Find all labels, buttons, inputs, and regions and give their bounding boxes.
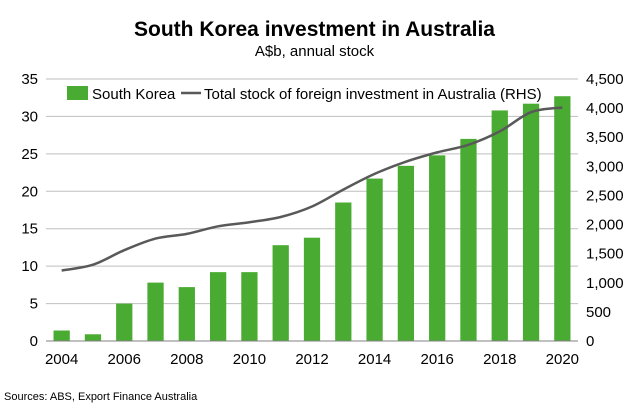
bar: [241, 272, 258, 341]
y-right-tick-label: 3,500: [586, 129, 624, 146]
source-note: Sources: ABS, Export Finance Australia: [4, 391, 198, 403]
bar: [366, 178, 383, 341]
bar: [429, 155, 446, 341]
bar: [209, 272, 227, 341]
x-tick-label: 2014: [358, 351, 391, 368]
bar: [554, 96, 571, 342]
bar: [147, 282, 164, 341]
bar: [460, 138, 477, 341]
x-tick-label: 2004: [45, 351, 78, 368]
x-tick-label: 2006: [108, 351, 141, 368]
bar: [53, 330, 70, 341]
chart-subtitle: A$b, annual stock: [254, 43, 375, 60]
y-left-tick-label: 25: [21, 146, 38, 163]
bar: [491, 110, 508, 341]
x-tick-label: 2016: [420, 351, 453, 368]
y-left-tick-label: 10: [21, 258, 38, 275]
bar: [335, 202, 352, 341]
y-right-tick-label: 1,500: [586, 246, 624, 263]
total-foreign-investment-line: [61, 106, 563, 272]
bar: [303, 237, 321, 341]
legend-bar-swatch: [67, 86, 88, 100]
bar: [272, 245, 289, 341]
y-right-tick-label: 2,000: [586, 217, 624, 234]
y-left-tick-label: 35: [21, 71, 38, 88]
y-right-tick-label: 500: [586, 304, 611, 321]
x-tick-label: 2012: [295, 351, 328, 368]
axes: 0 5 10 15 20 25 30 35 0 500 1,000 1,500 2,000 2,500 3,…: [21, 71, 623, 368]
x-tick-label: 2010: [233, 351, 266, 368]
bar-series: [53, 96, 571, 342]
bar: [84, 334, 102, 341]
chart-title: South Korea investment in Australia: [134, 18, 495, 41]
bar: [397, 165, 415, 341]
y-right-tick-label: 4,000: [586, 100, 624, 117]
x-tick-label: 2018: [483, 351, 516, 368]
y-left-tick-label: 20: [21, 183, 38, 200]
legend-label-south-korea: South Korea: [92, 86, 176, 103]
gridlines: [46, 78, 578, 305]
y-right-tick-label: 0: [586, 333, 594, 350]
y-right-tick-label: 4,500: [586, 71, 624, 88]
y-left-tick-label: 0: [30, 333, 38, 350]
legend: South Korea Total stock of foreign invest…: [67, 86, 542, 103]
x-tick-label: 2008: [170, 351, 203, 368]
y-left-tick-label: 5: [30, 296, 38, 313]
line-series: [61, 106, 563, 272]
legend-label-total-stock: Total stock of foreign investment in Aus…: [204, 86, 542, 103]
y-right-tick-label: 2,500: [586, 187, 624, 204]
y-right-tick-label: 1,000: [586, 275, 624, 292]
y-right-tick-label: 3,000: [586, 158, 624, 175]
bar: [116, 303, 133, 341]
bar: [522, 103, 540, 342]
bar: [178, 287, 195, 341]
y-left-tick-label: 30: [21, 108, 38, 125]
y-left-tick-label: 15: [21, 221, 38, 238]
x-tick-label: 2020: [546, 351, 579, 368]
